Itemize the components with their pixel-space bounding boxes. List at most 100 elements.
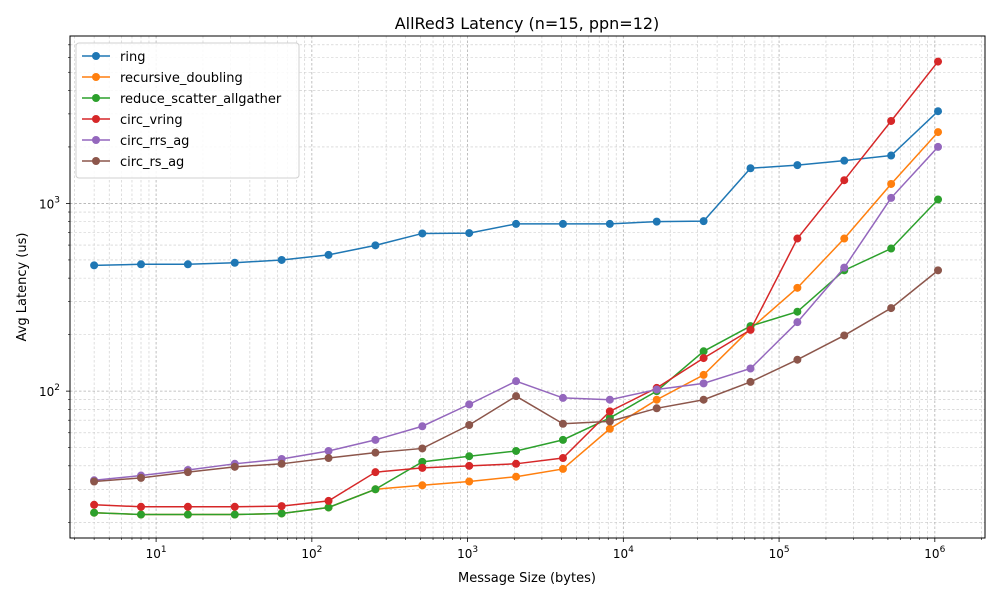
data-point xyxy=(230,510,239,519)
data-point xyxy=(746,377,755,386)
legend-item-circ_rs_ag: circ_rs_ag xyxy=(82,155,184,170)
data-point xyxy=(699,379,708,388)
legend-label: circ_rs_ag xyxy=(120,155,184,170)
data-point xyxy=(652,404,661,413)
x-axis-ticks: 101 102 103 104 105 106 xyxy=(74,538,982,561)
data-point xyxy=(605,417,614,426)
data-point xyxy=(137,473,146,482)
data-point xyxy=(793,161,802,170)
legend-swatch-marker xyxy=(92,73,100,81)
data-point xyxy=(512,459,521,468)
data-point xyxy=(793,307,802,316)
data-point xyxy=(699,347,708,356)
data-point xyxy=(324,503,333,512)
data-point xyxy=(418,463,427,472)
data-point xyxy=(652,385,661,394)
data-point xyxy=(558,454,567,463)
data-point xyxy=(418,481,427,490)
data-point xyxy=(887,304,896,313)
chart-title: AllRed3 Latency (n=15, ppn=12) xyxy=(395,14,660,33)
data-point xyxy=(605,219,614,228)
data-point xyxy=(90,508,99,517)
data-point xyxy=(746,164,755,173)
data-point xyxy=(183,502,192,511)
data-point xyxy=(699,217,708,226)
data-point xyxy=(183,510,192,519)
data-point xyxy=(558,393,567,402)
data-point xyxy=(230,502,239,511)
data-point xyxy=(371,485,380,494)
legend-label: recursive_doubling xyxy=(120,71,243,86)
plot-series xyxy=(90,57,943,519)
data-point xyxy=(558,464,567,473)
legend-label: circ_vring xyxy=(120,113,183,128)
data-point xyxy=(512,446,521,455)
data-point xyxy=(746,325,755,334)
data-point xyxy=(840,263,849,272)
data-point xyxy=(230,258,239,267)
data-point xyxy=(90,477,99,486)
major-gridlines xyxy=(70,36,985,538)
data-point xyxy=(887,193,896,202)
data-point xyxy=(512,377,521,386)
data-point xyxy=(746,364,755,373)
data-point xyxy=(934,128,943,137)
data-point xyxy=(934,107,943,116)
data-point xyxy=(371,435,380,444)
series-circ_vring xyxy=(90,57,943,511)
plot-frame xyxy=(69,35,986,539)
data-point xyxy=(230,462,239,471)
data-point xyxy=(887,244,896,253)
legend-item-circ_rrs_ag: circ_rrs_ag xyxy=(82,134,189,149)
data-point xyxy=(699,370,708,379)
legend-swatch-marker xyxy=(92,52,100,60)
data-point xyxy=(277,255,286,264)
legend-label: reduce_scatter_allgather xyxy=(120,92,282,107)
data-point xyxy=(840,176,849,185)
data-point xyxy=(465,452,474,461)
data-point xyxy=(277,509,286,518)
data-point xyxy=(90,261,99,270)
data-point xyxy=(887,179,896,188)
data-point xyxy=(652,217,661,226)
x-axis-label: Message Size (bytes) xyxy=(458,571,596,586)
data-point xyxy=(137,510,146,519)
legend-label: circ_rrs_ag xyxy=(120,134,189,149)
data-point xyxy=(887,151,896,160)
data-point xyxy=(887,116,896,125)
data-point xyxy=(512,392,521,401)
data-point xyxy=(465,400,474,409)
data-point xyxy=(371,448,380,457)
data-point xyxy=(137,260,146,269)
data-point xyxy=(934,195,943,204)
legend-box xyxy=(75,42,300,179)
data-point xyxy=(605,395,614,404)
data-point xyxy=(793,234,802,243)
data-point xyxy=(793,318,802,327)
data-point xyxy=(699,354,708,363)
legend-swatch-marker xyxy=(92,94,100,102)
series-circ_rs_ag xyxy=(90,266,943,486)
data-point xyxy=(418,457,427,466)
data-point xyxy=(934,142,943,151)
data-point xyxy=(324,496,333,505)
data-point xyxy=(371,468,380,477)
data-point xyxy=(793,283,802,292)
data-point xyxy=(605,407,614,416)
data-point xyxy=(840,331,849,340)
legend-item-circ_vring: circ_vring xyxy=(82,113,183,128)
legend-swatch-marker xyxy=(92,115,100,123)
y-axis-label: Avg Latency (us) xyxy=(15,233,30,342)
data-point xyxy=(558,419,567,428)
data-point xyxy=(90,500,99,509)
legend-label: ring xyxy=(120,50,145,65)
data-point xyxy=(512,472,521,481)
data-point xyxy=(277,502,286,511)
series-ring xyxy=(90,107,943,270)
data-point xyxy=(699,395,708,404)
data-point xyxy=(840,234,849,243)
data-point xyxy=(324,454,333,463)
series-reduce_scatter_allgather xyxy=(90,195,943,519)
data-point xyxy=(558,219,567,228)
data-point xyxy=(183,260,192,269)
